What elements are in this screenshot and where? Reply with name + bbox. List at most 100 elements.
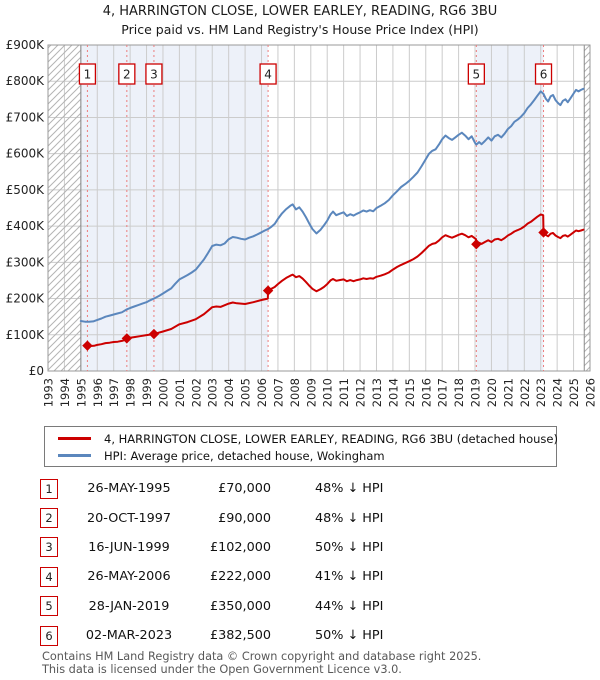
- transaction-number-badge: 1: [40, 478, 58, 499]
- hpi-line-swatch: [58, 454, 91, 457]
- price-hpi-chart: 1 2 3 4 5 6 £0 £100K £200K £300K £400K £500K £600K £7…: [6, 40, 598, 407]
- hpi-wokingham-detached-line: [79, 87, 585, 323]
- licence-line-1: Contains HM Land Registry data © Crown c…: [42, 650, 482, 663]
- y-tick-label: £900K: [6, 40, 46, 52]
- x-tick-label: 1998: [124, 378, 138, 407]
- x-tick-label: 2005: [239, 378, 253, 407]
- transaction-date: 28-JAN-2019: [88, 598, 170, 614]
- x-tick-label: 2016: [419, 378, 433, 407]
- transaction-date: 26-MAY-2006: [87, 569, 171, 585]
- legend-item-hpi: HPI: Average price, detached house, Woki…: [58, 447, 550, 464]
- x-tick-label: 2026: [584, 378, 598, 407]
- transaction-hpi-delta: 41% ↓ HPI: [315, 569, 384, 585]
- x-tick-label: 2011: [337, 378, 351, 407]
- transaction-hpi-delta: 48% ↓ HPI: [315, 481, 384, 497]
- transaction-hpi-delta: 50% ↓ HPI: [315, 628, 384, 644]
- transaction-price: £222,000: [209, 569, 271, 585]
- transaction-number-badge: 6: [40, 625, 58, 646]
- x-tick-label: 2006: [255, 378, 269, 407]
- marker-label-6: 6: [540, 68, 548, 82]
- transaction-number-badge: 2: [40, 508, 58, 529]
- transaction-number-badge: 4: [40, 566, 58, 587]
- licence-footer: Contains HM Land Registry data © Crown c…: [42, 650, 481, 677]
- x-tick-label: 1996: [91, 378, 105, 407]
- marker-label-1: 1: [84, 68, 92, 82]
- x-tick-label: 2002: [189, 378, 203, 407]
- transaction-price: £382,500: [209, 628, 271, 644]
- transaction-hpi-delta: 48% ↓ HPI: [315, 510, 384, 526]
- transaction-date: 02-MAR-2023: [85, 628, 173, 644]
- x-tick-label: 2022: [518, 378, 532, 407]
- x-tick-label: 2021: [501, 378, 515, 407]
- price-paid-indexed-line: [86, 213, 585, 347]
- x-tick-label: 2024: [551, 378, 565, 407]
- x-tick-label: 2012: [354, 378, 368, 407]
- legend-label-hpi: HPI: Average price, detached house, Woki…: [104, 448, 385, 463]
- y-tick-label: £500K: [6, 183, 46, 197]
- sale-point-markers: [82, 227, 549, 351]
- x-tick-label: 2009: [304, 378, 318, 407]
- transaction-number-badge: 5: [40, 596, 58, 617]
- x-tick-label: 2008: [288, 378, 302, 407]
- x-axis-labels: 1993 1994 1995 1996 1997 1998 1999 2000 2001 2002…: [42, 378, 598, 407]
- y-tick-label: £800K: [6, 74, 46, 88]
- x-tick-label: 1994: [58, 378, 72, 407]
- x-tick-label: 2001: [173, 378, 187, 407]
- y-tick-label: £200K: [6, 292, 46, 306]
- y-tick-label: £100K: [6, 328, 46, 342]
- x-tick-label: 1993: [42, 378, 56, 407]
- x-tick-label: 1999: [140, 378, 154, 407]
- x-tick-label: 2013: [370, 378, 384, 407]
- transaction-hpi-delta: 50% ↓ HPI: [315, 539, 384, 555]
- marker-label-3: 3: [150, 68, 158, 82]
- transaction-hpi-delta: 44% ↓ HPI: [315, 598, 384, 614]
- y-tick-label: £0: [29, 364, 44, 378]
- transaction-date: 20-OCT-1997: [86, 510, 172, 526]
- x-tick-label: 2017: [436, 378, 450, 407]
- y-tick-label: £600K: [6, 147, 46, 161]
- x-tick-label: 2003: [206, 378, 220, 407]
- x-tick-label: 2015: [403, 378, 417, 407]
- x-tick-label: 2000: [156, 378, 170, 407]
- x-tick-label: 1995: [74, 378, 88, 407]
- x-tick-label: 2020: [485, 378, 499, 407]
- x-tick-label: 2019: [469, 378, 483, 407]
- legend-item-price-paid: 4, HARRINGTON CLOSE, LOWER EARLEY, READI…: [58, 430, 558, 447]
- x-tick-label: 2007: [271, 378, 285, 407]
- price-paid-line-swatch: [58, 437, 91, 440]
- plot-border: [47, 44, 591, 372]
- x-tick-label: 2025: [567, 378, 581, 407]
- no-data-hatch: [48, 45, 590, 371]
- transaction-marker-lines: [86, 45, 545, 371]
- marker-label-5: 5: [473, 68, 481, 82]
- y-axis-labels: £0 £100K £200K £300K £400K £500K £600K £700K £80…: [6, 40, 46, 378]
- transaction-price: £90,000: [218, 510, 271, 526]
- x-tick-label: 2023: [534, 378, 548, 407]
- page-title: 4, HARRINGTON CLOSE, LOWER EARLEY, READI…: [102, 4, 498, 19]
- shaded-bands: [80, 45, 544, 371]
- x-tick-label: 1997: [107, 378, 121, 407]
- x-tick-label: 2010: [321, 378, 335, 407]
- y-tick-label: £700K: [6, 110, 46, 124]
- x-tick-label: 2014: [386, 378, 400, 407]
- marker-label-2: 2: [123, 68, 131, 82]
- transaction-price: £70,000: [218, 481, 271, 497]
- legend-label-price-paid: 4, HARRINGTON CLOSE, LOWER EARLEY, READI…: [104, 431, 558, 446]
- page-subtitle: Price paid vs. HM Land Registry's House …: [121, 22, 479, 37]
- transaction-table: 1 26-MAY-1995 £70,000 48% ↓ HPI 2 20-OCT…: [40, 474, 421, 650]
- transaction-marker-labels: 1 2 3 4 5 6: [78, 63, 553, 85]
- y-tick-label: £300K: [6, 255, 46, 269]
- transaction-date: 26-MAY-1995: [87, 481, 171, 497]
- transaction-price: £350,000: [209, 598, 271, 614]
- licence-line-2: This data is licensed under the Open Gov…: [42, 663, 402, 677]
- marker-label-4: 4: [264, 68, 272, 82]
- chart-legend: 4, HARRINGTON CLOSE, LOWER EARLEY, READI…: [44, 426, 558, 467]
- transaction-price: £102,000: [209, 539, 271, 555]
- x-tick-label: 2004: [222, 378, 236, 407]
- x-tick-label: 2018: [452, 378, 466, 407]
- gridlines: [47, 44, 591, 372]
- transaction-number-badge: 3: [40, 537, 58, 558]
- y-tick-label: £400K: [6, 219, 46, 233]
- transaction-date: 16-JUN-1999: [88, 539, 170, 555]
